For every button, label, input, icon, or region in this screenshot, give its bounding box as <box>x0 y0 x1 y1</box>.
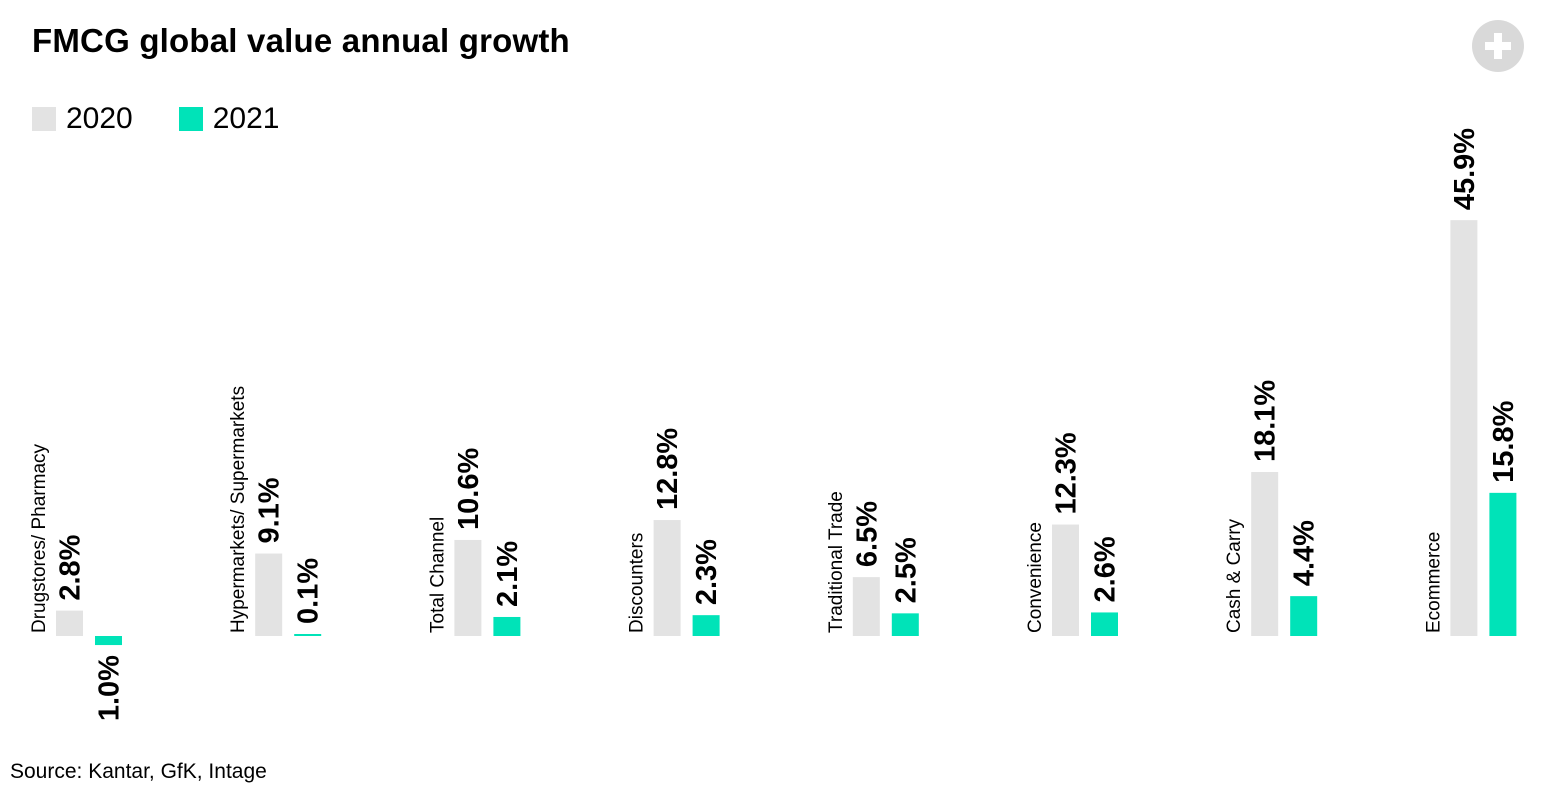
bar-2021-discounters <box>692 615 720 636</box>
bar-2021-hypermarkets-supermarkets <box>294 634 322 636</box>
legend-item-2021: 2021 <box>178 102 280 136</box>
plus-circle-icon[interactable] <box>1472 20 1524 72</box>
category-label-total-channel: Total Channel <box>427 517 448 633</box>
category-label-ecommerce: Ecommerce <box>1423 532 1444 633</box>
bar-2020-cash-carry <box>1251 472 1279 636</box>
bar-2020-convenience <box>1052 524 1079 636</box>
legend: 2020 2021 <box>32 102 326 136</box>
value-label-2021-total-channel: 2.1% <box>492 541 524 607</box>
bar-2021-ecommerce <box>1489 492 1517 636</box>
value-label-2020-convenience: 12.3% <box>1051 432 1083 514</box>
value-label-2021-discounters: 2.3% <box>691 539 723 605</box>
bar-2020-ecommerce <box>1450 220 1478 636</box>
legend-item-2020: 2020 <box>32 102 133 136</box>
value-label-2021-traditional-trade: 2.5% <box>890 537 922 603</box>
category-label-discounters: Discounters <box>627 533 648 633</box>
value-label-2020-total-channel: 10.6% <box>453 448 485 530</box>
bar-2021-drugstores-pharmacy <box>95 636 122 646</box>
category-label-drugstores-pharmacy: Drugstores/ Pharmacy <box>29 443 50 633</box>
bar-2020-discounters <box>653 520 681 636</box>
bar-2021-traditional-trade <box>891 613 919 636</box>
chart-title: FMCG global value annual growth <box>32 22 570 59</box>
legend-label-2021: 2021 <box>212 102 280 135</box>
value-label-2021-drugstores-pharmacy: 1.0% <box>94 655 126 721</box>
value-label-2020-traditional-trade: 6.5% <box>851 501 883 567</box>
value-label-2020-drugstores-pharmacy: 2.8% <box>55 534 87 600</box>
value-label-2020-ecommerce: 45.9% <box>1449 128 1481 210</box>
value-label-2020-discounters: 12.8% <box>652 428 684 510</box>
bar-2020-total-channel <box>454 539 482 636</box>
value-label-2021-cash-carry: 4.4% <box>1289 520 1321 586</box>
value-label-2020-cash-carry: 18.1% <box>1250 380 1282 462</box>
value-label-2021-hypermarkets-supermarkets: 0.1% <box>293 558 325 624</box>
category-label-traditional-trade: Traditional Trade <box>826 491 847 633</box>
bar-2021-cash-carry <box>1290 596 1318 636</box>
source-note: Source: Kantar, GfK, Intage <box>10 760 267 783</box>
value-label-2021-convenience: 2.6% <box>1090 536 1122 602</box>
value-label-2021-ecommerce: 15.8% <box>1488 400 1520 482</box>
value-label-2020-hypermarkets-supermarkets: 9.1% <box>254 477 286 543</box>
bar-2021-total-channel <box>493 616 521 636</box>
legend-label-2020: 2020 <box>66 102 133 135</box>
category-label-convenience: Convenience <box>1025 522 1046 633</box>
bar-2020-traditional-trade <box>852 577 880 636</box>
legend-swatch-2020 <box>32 107 56 131</box>
category-label-cash-carry: Cash & Carry <box>1224 518 1245 633</box>
bar-2020-drugstores-pharmacy <box>56 610 83 636</box>
bar-2021-convenience <box>1091 612 1118 636</box>
bar-2020-hypermarkets-supermarkets <box>255 553 283 636</box>
category-label-hypermarkets-supermarkets: Hypermarkets/ Supermarkets <box>228 386 249 633</box>
legend-swatch-2021 <box>178 107 203 131</box>
